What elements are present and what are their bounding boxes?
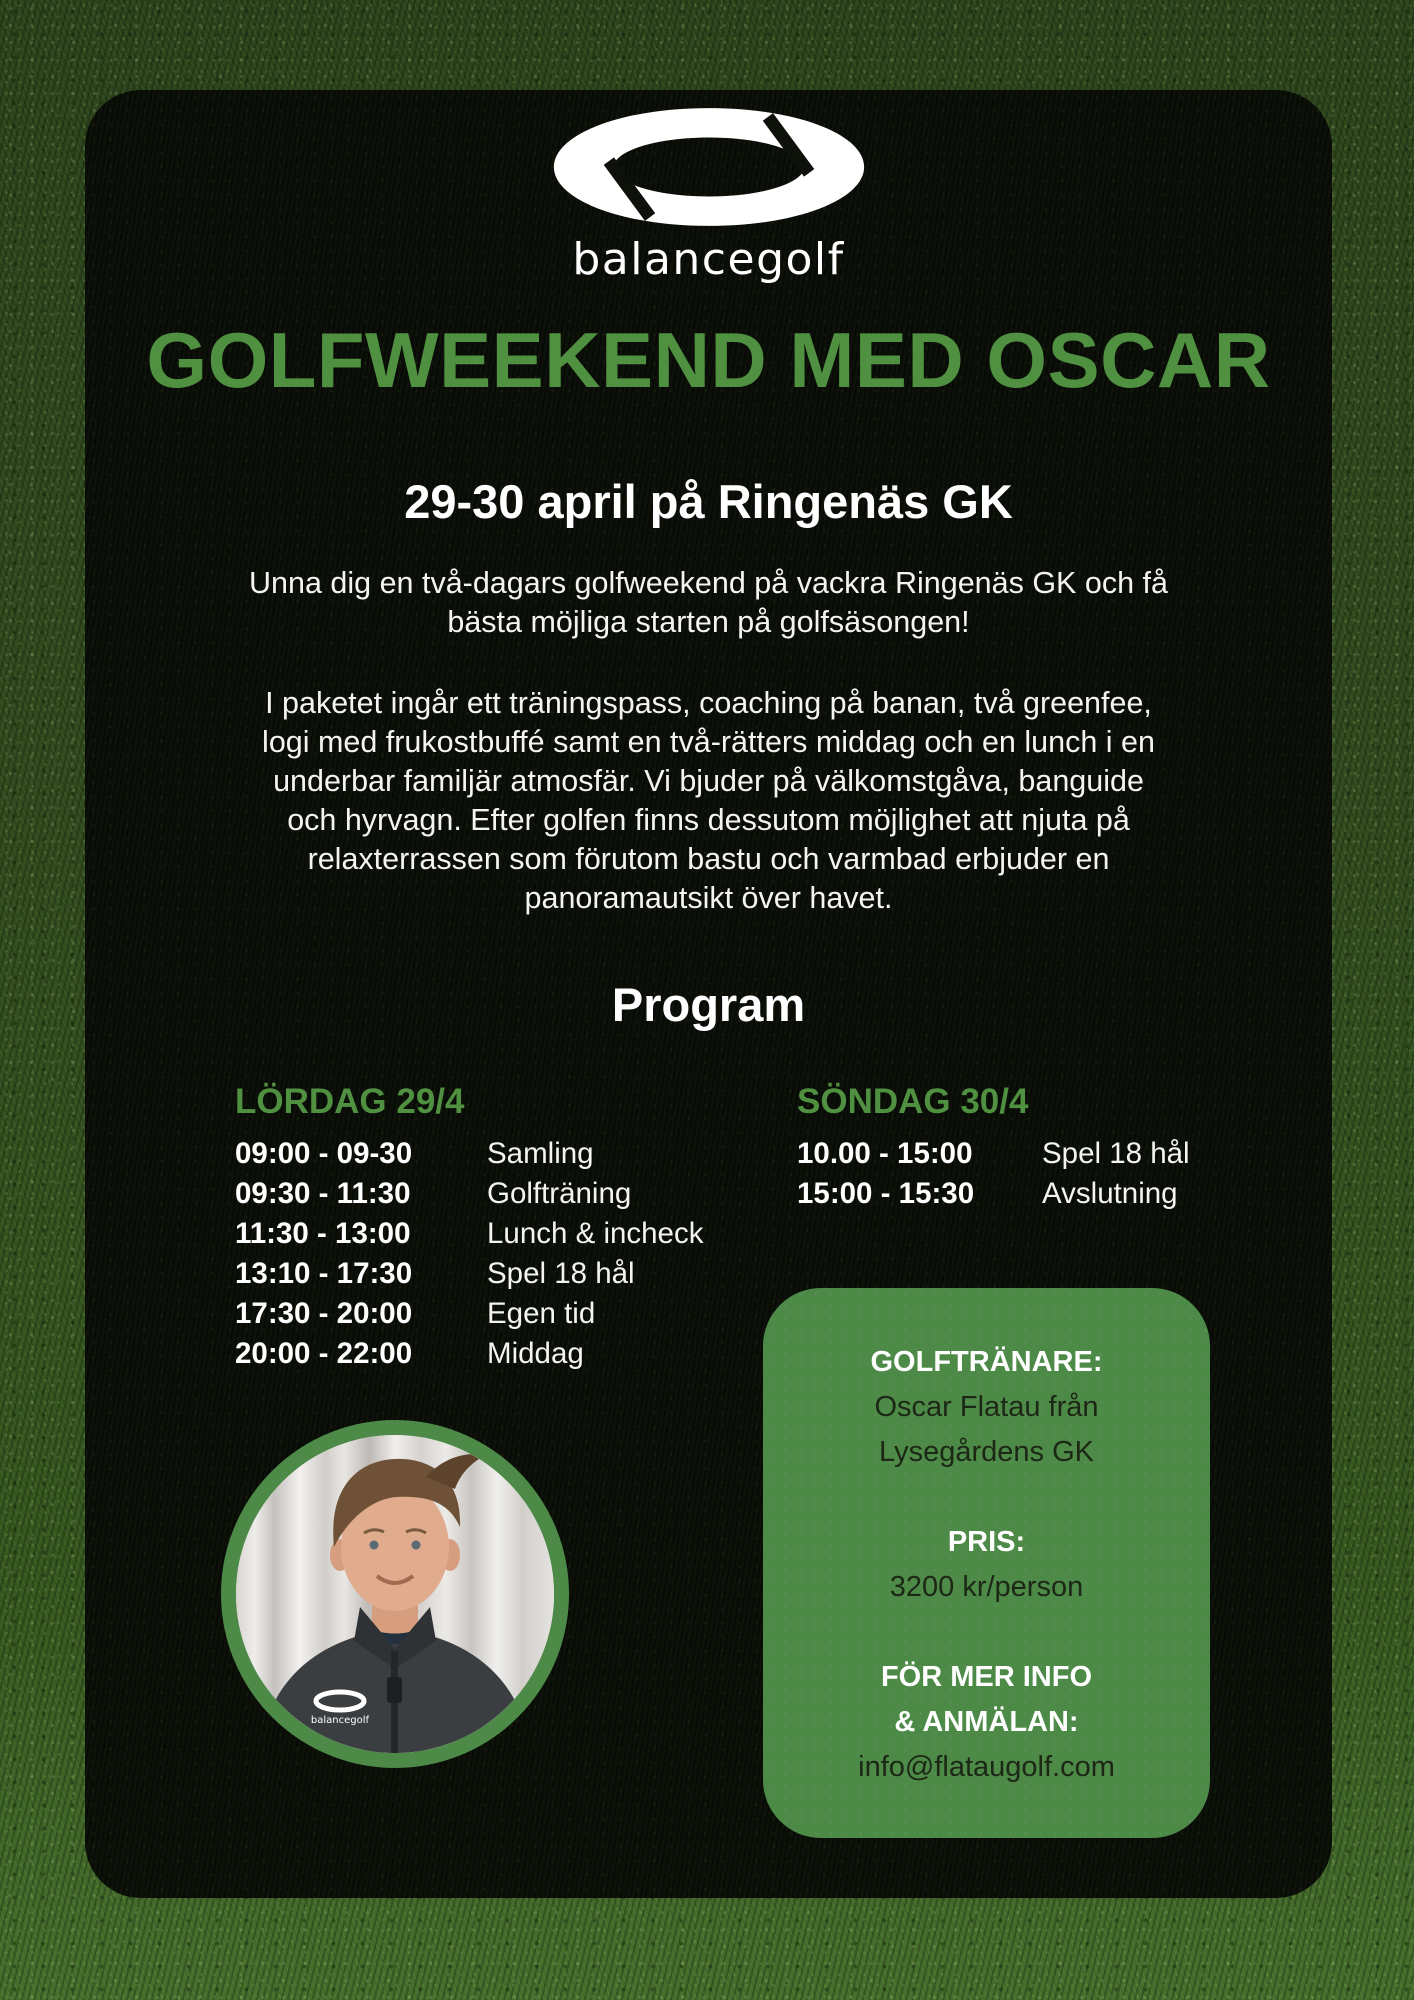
text-line: I paketet ingår ett träningspass, coachi… xyxy=(265,686,1152,720)
schedule-row: 17:30 - 20:00 Egen tid xyxy=(235,1294,705,1334)
schedule-activity: Samling xyxy=(487,1137,594,1170)
schedule-row: 10.00 - 15:00 Spel 18 hål xyxy=(797,1134,1277,1174)
coach-portrait-illustration: balancegolf xyxy=(236,1435,554,1753)
coach-photo: balancegolf xyxy=(221,1420,569,1768)
text-line: bästa möjliga starten på golfsäsongen! xyxy=(447,605,970,639)
schedule-row: 20:00 - 22:00 Middag xyxy=(235,1334,705,1374)
schedule-activity: Spel 18 hål xyxy=(487,1257,635,1290)
content-panel: balancegolf GOLFWEEKEND MED OSCAR 29-30 … xyxy=(85,90,1332,1898)
coach-label: GOLFTRÄNARE: xyxy=(870,1346,1103,1378)
text-line: och hyrvagn. Efter golfen finns dessutom… xyxy=(287,803,1130,837)
schedule-activity: Middag xyxy=(487,1337,584,1370)
schedule-row: 09:30 - 11:30 Golfträning xyxy=(235,1174,705,1214)
schedule-time: 13:10 - 17:30 xyxy=(235,1257,413,1290)
schedule-time: 15:00 - 15:30 xyxy=(797,1177,975,1210)
contact-label-line: FÖR MER INFO xyxy=(880,1661,1093,1693)
text-line: logi med frukostbuffé samt en två-rätter… xyxy=(262,725,1155,759)
program-day-sunday: SÖNDAG 30/4 10.00 - 15:00 Spel 18 hål 15… xyxy=(797,1080,1277,1214)
program-day-saturday: LÖRDAG 29/4 09:00 - 09-30 Samling 09:30 … xyxy=(235,1080,705,1374)
schedule-row: 11:30 - 13:00 Lunch & incheck xyxy=(235,1214,705,1254)
price-label: PRIS: xyxy=(947,1526,1026,1558)
event-date-location: 29-30 april på Ringenäs GK xyxy=(404,475,1013,528)
text-line: relaxterrassen som förutom bastu och var… xyxy=(307,842,1110,876)
schedule-activity: Spel 18 hål xyxy=(1042,1137,1190,1170)
schedule-row: 13:10 - 17:30 Spel 18 hål xyxy=(235,1254,705,1294)
intro-paragraph: Unna dig en två-dagars golfweekend på va… xyxy=(85,564,1332,642)
contact-label-line: & ANMÄLAN: xyxy=(894,1706,1079,1738)
schedule-activity: Egen tid xyxy=(487,1297,596,1330)
schedule-activity: Avslutning xyxy=(1042,1177,1178,1210)
package-description: I paketet ingår ett träningspass, coachi… xyxy=(85,684,1332,918)
text-line: panoramautsikt över havet. xyxy=(524,881,893,915)
day-title: LÖRDAG 29/4 xyxy=(235,1082,465,1121)
contact-email: info@flataugolf.com xyxy=(858,1751,1115,1783)
program-heading: Program xyxy=(611,978,806,1031)
price-value: 3200 kr/person xyxy=(889,1571,1084,1603)
schedule-time: 20:00 - 22:00 xyxy=(235,1337,413,1370)
spacer xyxy=(763,1475,1210,1520)
schedule-row: 15:00 - 15:30 Avslutning xyxy=(797,1174,1277,1214)
text-line: underbar familjär atmosfär. Vi bjuder på… xyxy=(273,764,1144,798)
schedule-time: 10.00 - 15:00 xyxy=(797,1137,973,1170)
page-title: GOLFWEEKEND MED OSCAR xyxy=(146,316,1271,404)
coach-club-line: Lysegårdens GK xyxy=(879,1436,1094,1468)
schedule-activity: Golfträning xyxy=(487,1177,632,1210)
info-box: GOLFTRÄNARE: Oscar Flatau från Lysegårde… xyxy=(763,1288,1210,1838)
coach-name-line: Oscar Flatau från xyxy=(874,1391,1099,1423)
balancegolf-logo-icon xyxy=(553,108,864,226)
spacer xyxy=(763,1610,1210,1655)
schedule-time: 11:30 - 13:00 xyxy=(235,1217,411,1250)
day-title: SÖNDAG 30/4 xyxy=(797,1082,1029,1121)
schedule-time: 09:30 - 11:30 xyxy=(235,1177,411,1210)
schedule-row: 09:00 - 09-30 Samling xyxy=(235,1134,705,1174)
schedule-time: 17:30 - 20:00 xyxy=(235,1297,413,1330)
brand-wordmark: balancegolf xyxy=(572,234,845,285)
shirt-logo-text: balancegolf xyxy=(311,1715,370,1726)
schedule-activity: Lunch & incheck xyxy=(487,1217,704,1250)
text-line: Unna dig en två-dagars golfweekend på va… xyxy=(249,566,1168,600)
schedule-time: 09:00 - 09-30 xyxy=(235,1137,413,1170)
